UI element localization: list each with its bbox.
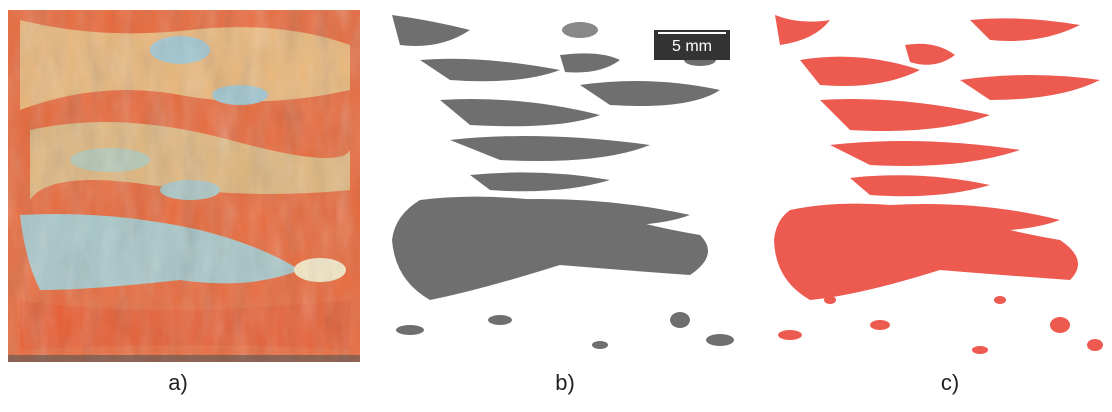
panel-a-image: [8, 10, 360, 362]
page: 5 mm a) b) c) (() => { const data = JSON…: [0, 0, 1112, 412]
scale-bar-label: 5 mm: [672, 38, 712, 55]
panel-label: a): [168, 370, 188, 395]
panel-b-image: 5 mm: [390, 10, 740, 362]
panel-c-image: [772, 10, 1104, 362]
figure: 5 mm a) b) c): [0, 0, 1112, 412]
panel-label: b): [555, 370, 575, 395]
panel-label: c): [941, 370, 959, 395]
